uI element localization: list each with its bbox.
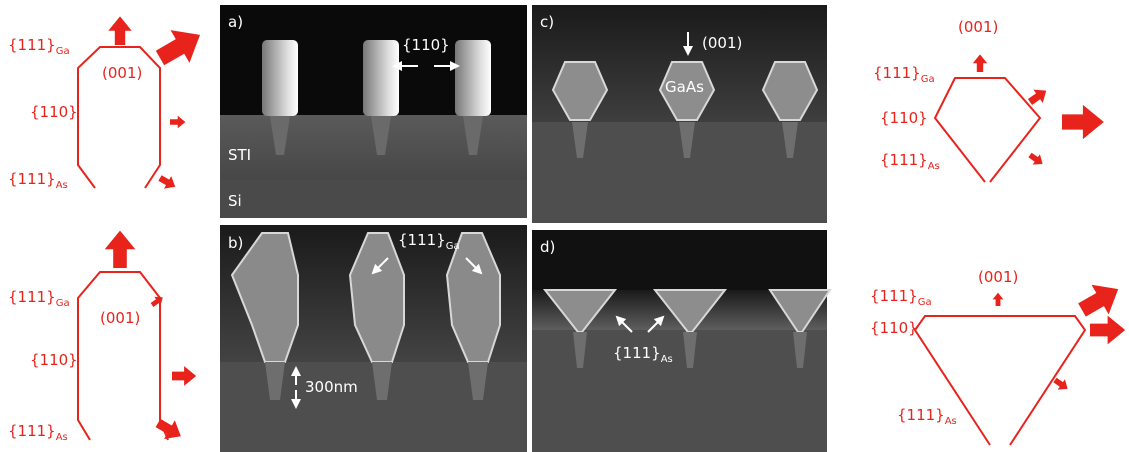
facet-label: (001): [102, 64, 142, 82]
sem-panel-d: d) {111}As: [532, 230, 830, 452]
facet-label: {111}Ga: [8, 36, 70, 57]
schematic-3: (001) {111}Ga {110} {111}As: [873, 18, 1104, 182]
scale-annotation: 300nm: [305, 378, 358, 396]
facet-label: {111}As: [8, 422, 68, 443]
growth-arrow: [108, 16, 131, 45]
annotation: {110}: [402, 36, 450, 54]
crystals: [232, 233, 500, 362]
facet-label: {111}Ga: [870, 287, 932, 308]
figure: (001) {111}Ga {110} {111}As (001) {111}G…: [0, 0, 1129, 452]
facet-label: {110}: [880, 109, 928, 127]
facet-label: (001): [958, 18, 998, 36]
sem-panel-b: b) {111}Ga 300nm: [220, 225, 527, 452]
growth-arrow: [993, 293, 1004, 306]
fin: [455, 40, 491, 116]
facet-label: (001): [978, 268, 1018, 286]
facet-label: (001): [100, 309, 140, 327]
schematic-2: (001) {111}Ga {110} {111}As: [8, 231, 196, 446]
growth-arrow: [172, 366, 196, 386]
growth-arrow: [1062, 105, 1104, 139]
outline: [78, 272, 168, 440]
panel-label: a): [228, 13, 243, 31]
sem-panel-a: a) {110} STI Si: [220, 5, 527, 218]
growth-arrow: [1090, 316, 1125, 345]
growth-arrow: [170, 116, 185, 129]
growth-arrow: [153, 414, 187, 446]
panel-label: c): [540, 13, 554, 31]
facet-label: {110}: [30, 103, 78, 121]
page: (001) {111}Ga {110} {111}As (001) {111}G…: [0, 0, 1129, 452]
facet-label: {110}: [870, 319, 918, 337]
annotation: (001): [702, 34, 742, 52]
growth-arrow: [1073, 274, 1126, 325]
facet-label: {111}As: [8, 170, 68, 191]
outline: [935, 78, 1040, 182]
growth-arrow: [156, 172, 178, 193]
facet-label: {111}Ga: [8, 288, 70, 309]
facet-label: {111}Ga: [873, 64, 935, 85]
schematic-4: (001) {111}Ga {110} {111}As: [870, 268, 1127, 445]
panel-label: b): [228, 234, 243, 252]
fins: [262, 40, 491, 116]
annotation: Si: [228, 192, 242, 210]
growth-arrow: [1026, 150, 1046, 169]
fin: [363, 40, 399, 116]
facet-label: {111}As: [897, 406, 957, 427]
panel-label: d): [540, 238, 555, 256]
fin: [262, 40, 298, 116]
facet-label: {111}As: [880, 151, 940, 172]
silicon: [220, 180, 527, 218]
facet-label: {110}: [30, 351, 78, 369]
growth-arrow: [105, 231, 136, 268]
growth-arrow: [973, 54, 987, 72]
annotation: GaAs: [665, 78, 704, 96]
annotation: STI: [228, 146, 251, 164]
sem-panel-c: c) (001) GaAs: [532, 5, 827, 223]
schematic-1: (001) {111}Ga {110} {111}As: [8, 16, 209, 193]
